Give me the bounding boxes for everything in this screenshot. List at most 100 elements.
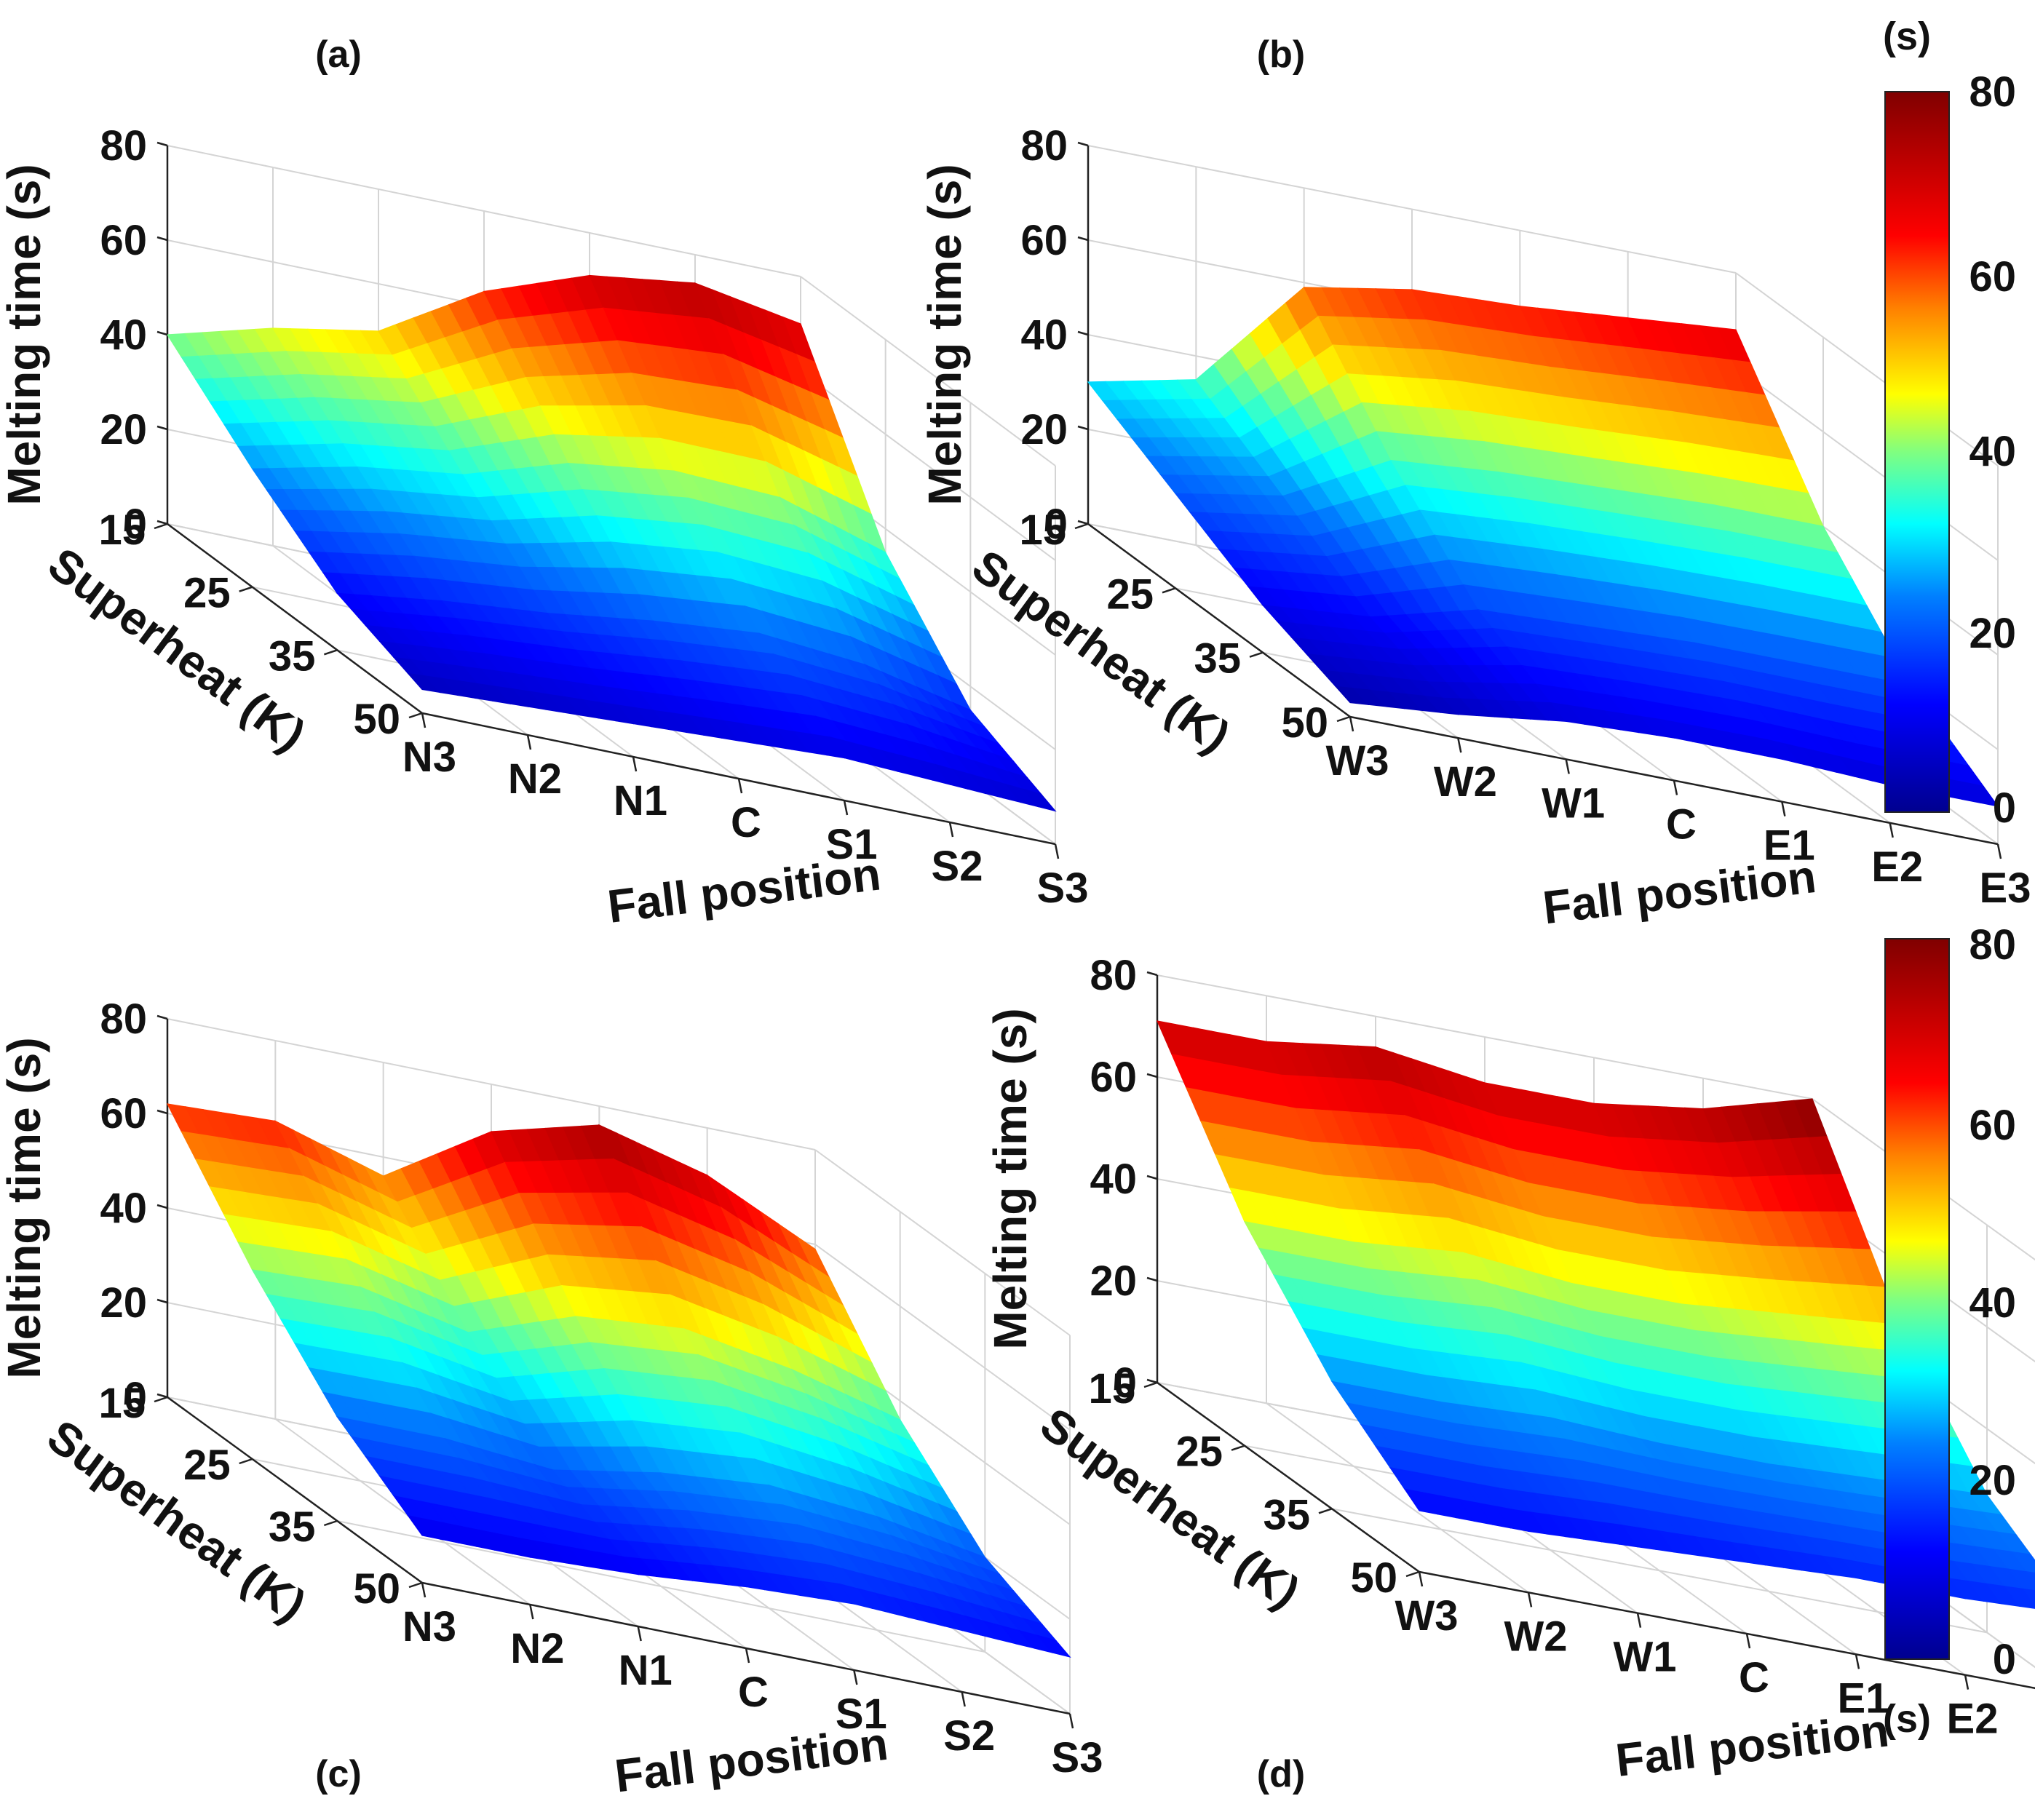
grid-line — [167, 1018, 816, 1151]
colorbar-bottom-tick-20: 20 — [1969, 1457, 2016, 1504]
z-tick-label: 0 — [124, 1374, 147, 1421]
y-tick — [1074, 522, 1089, 530]
z-tick-label: 40 — [100, 1185, 147, 1232]
x-tick — [737, 778, 743, 794]
x-tick-label: W3 — [1326, 737, 1389, 784]
y-tick — [239, 586, 253, 592]
x-tick-label: N3 — [402, 1603, 456, 1650]
panel-label: (c) — [315, 1753, 362, 1795]
z-tick-label: 0 — [1114, 1359, 1137, 1407]
z-tick-label: 20 — [100, 1279, 147, 1327]
x-tick — [1068, 1713, 1074, 1729]
z-tick-label: 0 — [124, 501, 147, 548]
z-tick-label: 40 — [1090, 1156, 1137, 1203]
z-tick-label: 60 — [100, 217, 147, 264]
colorbar-bottom: 80 60 40 20 0 (s) — [1883, 921, 2016, 1741]
colorbar-bottom-tick-40: 40 — [1969, 1279, 2016, 1327]
y-tick-label: 35 — [269, 632, 316, 680]
grid-line — [814, 1149, 1071, 1336]
z-axis-label: Melting time (s) — [0, 1037, 50, 1378]
y-tick — [239, 1458, 253, 1465]
x-tick — [637, 1626, 642, 1642]
z-tick — [156, 425, 168, 431]
y-axis-line — [1157, 1381, 1420, 1573]
x-tick-label: W1 — [1614, 1634, 1677, 1681]
y-tick — [154, 522, 168, 530]
colorbar-top-bar — [1884, 91, 1950, 813]
y-tick — [408, 1581, 423, 1589]
x-tick-label: S2 — [932, 843, 983, 890]
surface-patch — [2011, 1551, 2035, 1574]
y-axis-line — [167, 1396, 423, 1584]
surface-patch — [2022, 1588, 2035, 1606]
z-ticks: 0 20 40 60 80 — [1090, 952, 1158, 1407]
z-tick-label: 60 — [100, 1090, 147, 1137]
x-tick-label: E2 — [1871, 843, 1923, 891]
x-tick — [1418, 1571, 1424, 1587]
y-tick-label: 35 — [1263, 1491, 1310, 1538]
colorbar-top-tick-80: 80 — [1969, 68, 2016, 116]
y-tick-label: 50 — [353, 1565, 400, 1613]
grid-line — [337, 1520, 985, 1653]
y-tick — [1143, 1381, 1158, 1388]
panel-label: (a) — [315, 33, 362, 76]
z-tick — [1077, 330, 1089, 336]
colorbar-top-tick-20: 20 — [1969, 610, 2016, 657]
x-tick — [1349, 716, 1354, 732]
y-tick-label: 15 — [98, 1380, 146, 1427]
x-tick — [1781, 801, 1786, 816]
grid-line — [800, 370, 1056, 561]
colorbar-bottom-tick-80: 80 — [1969, 921, 2016, 969]
y-tick — [1405, 1570, 1420, 1578]
z-tick — [1077, 520, 1089, 525]
x-axis-label: Fall position — [612, 1717, 891, 1803]
x-tick-label: E1 — [1838, 1674, 1889, 1722]
surface-patch — [2004, 1586, 2035, 1609]
y-tick-label: 25 — [183, 1442, 231, 1489]
z-tick-label: 60 — [1090, 1054, 1137, 1101]
z-tick-label: 20 — [100, 406, 147, 453]
z-tick — [156, 1393, 168, 1399]
z-ticks: 0 20 40 60 80 — [1020, 122, 1089, 548]
colorbar-top-tick-0: 0 — [1993, 784, 2016, 832]
y-tick — [1336, 715, 1351, 723]
x-tick — [1673, 780, 1678, 795]
z-tick — [1077, 236, 1089, 242]
y-tick — [154, 1396, 168, 1403]
z-axis-label: Melting time (s) — [919, 164, 971, 505]
colorbar-top-tick-40: 40 — [1969, 428, 2016, 475]
x-tick-label: W2 — [1434, 758, 1497, 806]
z-tick-label: 20 — [1020, 406, 1068, 453]
panel-label: (b) — [1257, 33, 1305, 76]
z-tick — [1146, 1175, 1158, 1180]
x-tick — [1636, 1613, 1642, 1628]
z-tick — [156, 520, 168, 525]
x-tick-label: C — [731, 799, 761, 846]
x-tick — [1996, 843, 2002, 859]
z-axis-label: Melting time (s) — [0, 164, 50, 505]
x-ticks: N3 N2 N1 C S1 S2 S3 — [402, 1582, 1103, 1781]
x-tick — [745, 1648, 750, 1664]
y-ticks: 15 25 35 50 — [1019, 506, 1351, 747]
z-tick — [156, 236, 168, 242]
y-tick-label: 50 — [1350, 1554, 1397, 1602]
z-tick — [156, 1298, 168, 1304]
z-tick — [156, 330, 168, 336]
y-tick-label: 15 — [1088, 1365, 1135, 1412]
colorbar-bottom-tick-0: 0 — [1993, 1636, 2016, 1683]
z-tick-label: 40 — [100, 311, 147, 359]
y-tick-label: 25 — [1106, 571, 1154, 618]
x-tick — [961, 1691, 966, 1707]
x-tick — [948, 822, 954, 838]
x-tick — [853, 1669, 858, 1685]
x-tick — [1889, 822, 1894, 838]
y-tick-label: 35 — [1194, 635, 1241, 683]
x-tick-label: S3 — [1052, 1734, 1103, 1781]
z-tick — [1146, 1073, 1158, 1078]
panel-label: (d) — [1257, 1753, 1305, 1795]
y-tick — [323, 1519, 338, 1527]
